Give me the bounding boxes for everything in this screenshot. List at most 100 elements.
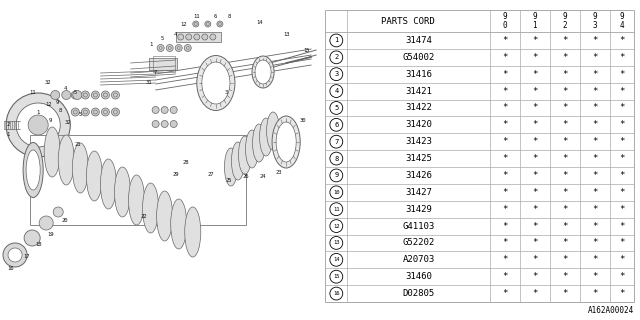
Circle shape bbox=[101, 108, 109, 116]
Circle shape bbox=[101, 91, 109, 99]
Ellipse shape bbox=[72, 143, 88, 193]
Text: *: * bbox=[620, 70, 625, 79]
Text: *: * bbox=[502, 87, 508, 96]
Text: *: * bbox=[620, 289, 625, 298]
Text: 6: 6 bbox=[213, 14, 216, 20]
Text: *: * bbox=[532, 255, 538, 264]
Text: 9: 9 bbox=[334, 172, 339, 179]
Text: 4: 4 bbox=[63, 85, 67, 91]
Ellipse shape bbox=[171, 199, 187, 249]
Text: *: * bbox=[562, 171, 568, 180]
Text: *: * bbox=[502, 205, 508, 214]
Text: 31425: 31425 bbox=[405, 154, 432, 163]
Circle shape bbox=[157, 44, 164, 52]
Text: *: * bbox=[592, 221, 598, 231]
Ellipse shape bbox=[239, 136, 252, 174]
Text: *: * bbox=[620, 154, 625, 163]
Text: 16: 16 bbox=[7, 266, 13, 270]
Text: *: * bbox=[532, 171, 538, 180]
Text: 7: 7 bbox=[154, 69, 157, 75]
Circle shape bbox=[184, 44, 191, 52]
Text: 31474: 31474 bbox=[405, 36, 432, 45]
Text: 1: 1 bbox=[149, 42, 152, 46]
Text: 13: 13 bbox=[333, 240, 340, 245]
Text: 9
2: 9 2 bbox=[563, 12, 567, 30]
Circle shape bbox=[16, 103, 60, 147]
Text: A20703: A20703 bbox=[403, 255, 435, 264]
Text: PARTS CORD: PARTS CORD bbox=[381, 17, 435, 26]
Ellipse shape bbox=[252, 56, 274, 88]
Text: 20: 20 bbox=[62, 218, 68, 222]
Text: *: * bbox=[532, 53, 538, 62]
Text: *: * bbox=[592, 103, 598, 112]
Text: 5: 5 bbox=[79, 113, 82, 117]
Text: *: * bbox=[562, 238, 568, 247]
Circle shape bbox=[170, 107, 177, 114]
Ellipse shape bbox=[86, 151, 102, 201]
Circle shape bbox=[51, 91, 60, 100]
Text: 11: 11 bbox=[29, 90, 35, 94]
Circle shape bbox=[3, 243, 27, 267]
Circle shape bbox=[152, 121, 159, 127]
Ellipse shape bbox=[23, 142, 43, 197]
Text: *: * bbox=[532, 70, 538, 79]
Text: *: * bbox=[620, 272, 625, 281]
Text: 17: 17 bbox=[23, 254, 29, 260]
Text: *: * bbox=[562, 120, 568, 129]
Bar bbox=[176, 32, 221, 42]
Circle shape bbox=[186, 34, 192, 40]
Text: *: * bbox=[502, 289, 508, 298]
Circle shape bbox=[92, 91, 99, 99]
Circle shape bbox=[193, 21, 199, 27]
Circle shape bbox=[28, 115, 48, 135]
Ellipse shape bbox=[232, 142, 244, 180]
Circle shape bbox=[81, 91, 90, 99]
Text: *: * bbox=[532, 289, 538, 298]
Circle shape bbox=[210, 34, 216, 40]
Ellipse shape bbox=[44, 127, 60, 177]
Text: 31422: 31422 bbox=[405, 103, 432, 112]
Text: *: * bbox=[620, 255, 625, 264]
Text: *: * bbox=[562, 221, 568, 231]
Text: 15: 15 bbox=[303, 47, 310, 52]
Text: *: * bbox=[620, 221, 625, 231]
Text: *: * bbox=[562, 87, 568, 96]
Text: *: * bbox=[620, 103, 625, 112]
Text: 7: 7 bbox=[334, 139, 339, 145]
Text: *: * bbox=[592, 137, 598, 146]
Circle shape bbox=[73, 91, 82, 100]
Text: 2: 2 bbox=[334, 54, 339, 60]
Text: 31460: 31460 bbox=[405, 272, 432, 281]
Text: 2: 2 bbox=[6, 123, 10, 127]
Text: 27: 27 bbox=[207, 172, 214, 178]
Circle shape bbox=[61, 91, 71, 100]
Text: *: * bbox=[502, 53, 508, 62]
Text: *: * bbox=[502, 120, 508, 129]
Text: 31423: 31423 bbox=[405, 137, 432, 146]
Circle shape bbox=[24, 230, 40, 246]
Circle shape bbox=[71, 108, 79, 116]
Circle shape bbox=[81, 108, 90, 116]
Text: *: * bbox=[620, 188, 625, 197]
Text: 31416: 31416 bbox=[405, 70, 432, 79]
Circle shape bbox=[92, 108, 99, 116]
Ellipse shape bbox=[196, 55, 235, 110]
Circle shape bbox=[217, 21, 223, 27]
Bar bbox=[152, 56, 175, 72]
Text: 9
3: 9 3 bbox=[593, 12, 597, 30]
Text: 15: 15 bbox=[333, 274, 340, 279]
Text: A162A00024: A162A00024 bbox=[588, 306, 634, 315]
Text: *: * bbox=[620, 36, 625, 45]
Text: *: * bbox=[502, 137, 508, 146]
Text: *: * bbox=[502, 238, 508, 247]
Text: 5: 5 bbox=[74, 90, 77, 94]
Text: *: * bbox=[502, 188, 508, 197]
Text: 5: 5 bbox=[161, 36, 164, 41]
Text: 4: 4 bbox=[334, 88, 339, 94]
Circle shape bbox=[6, 93, 70, 157]
Text: *: * bbox=[620, 87, 625, 96]
Text: *: * bbox=[562, 289, 568, 298]
Text: *: * bbox=[562, 272, 568, 281]
Text: *: * bbox=[502, 103, 508, 112]
Text: 1: 1 bbox=[6, 132, 10, 138]
